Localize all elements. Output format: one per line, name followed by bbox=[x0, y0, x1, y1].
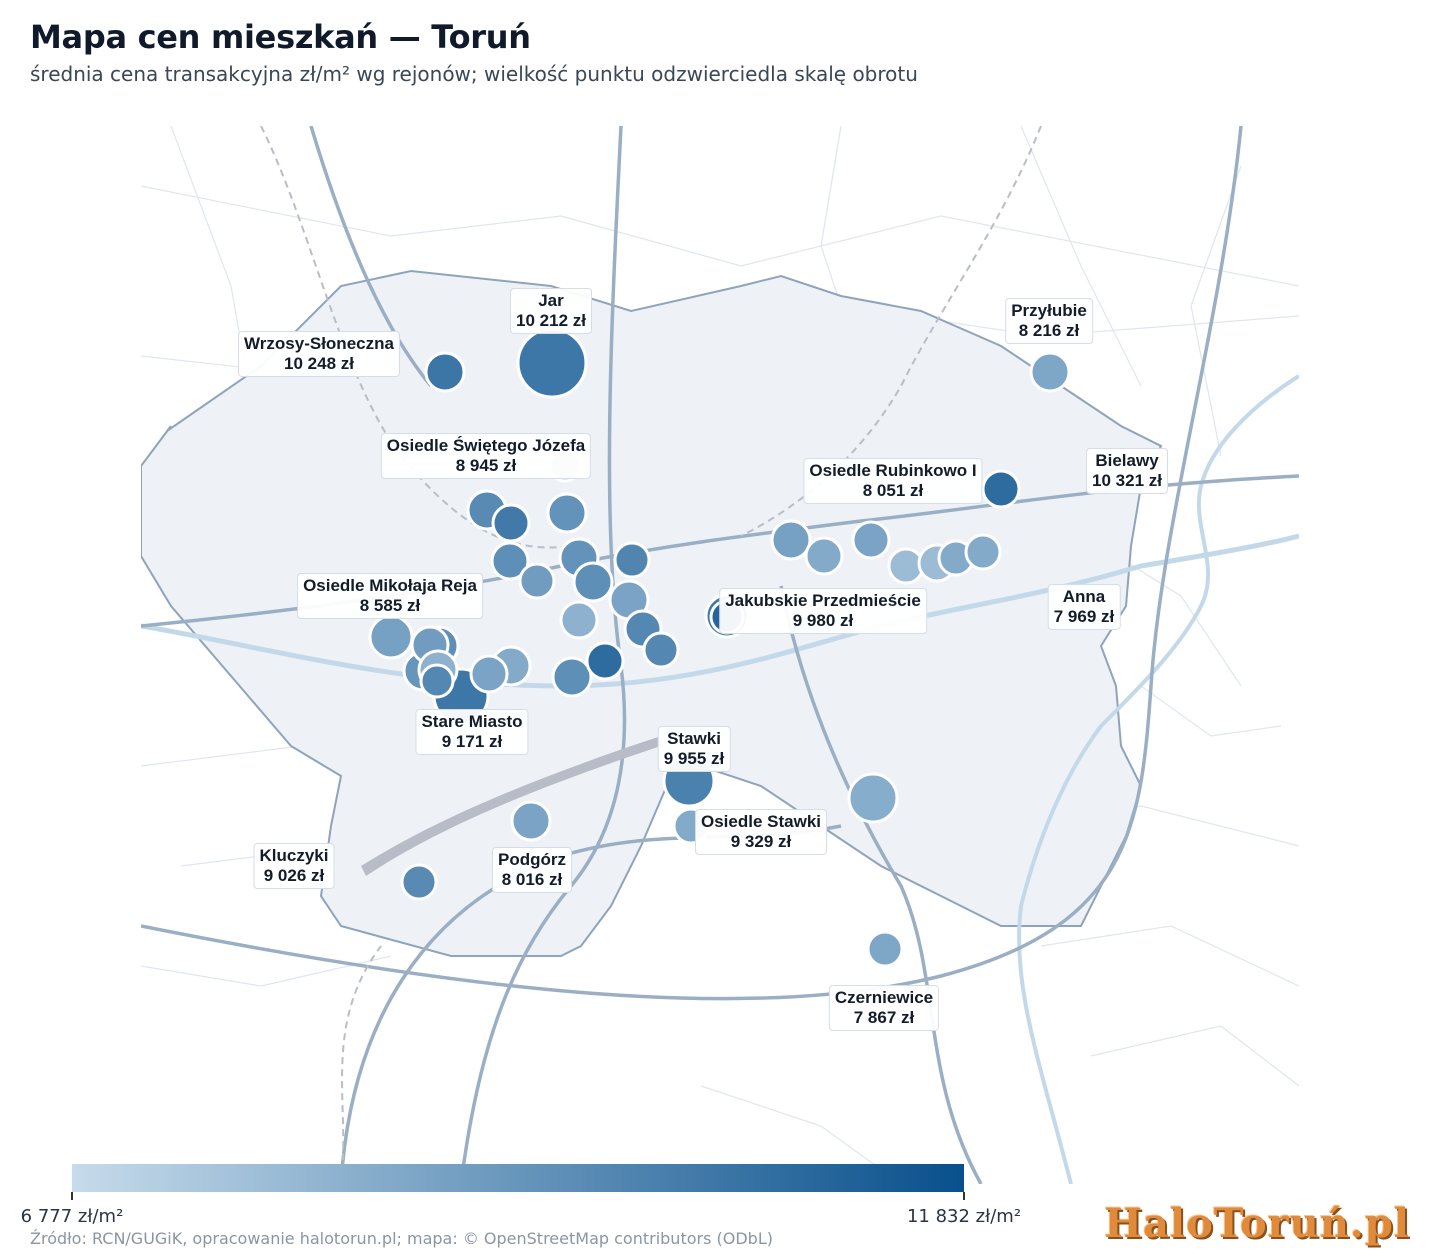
district-price: 9 171 zł bbox=[441, 732, 503, 751]
district-name: Wrzosy-Słoneczna bbox=[244, 334, 394, 353]
district-label: Osiedle Mikołaja Reja 8 585 zł bbox=[297, 573, 483, 619]
district-label: Stawki 9 955 zł bbox=[657, 726, 731, 772]
price-bubble[interactable] bbox=[518, 562, 556, 600]
price-bubble[interactable] bbox=[981, 469, 1021, 509]
district-price: 8 216 zł bbox=[1018, 321, 1080, 340]
price-bubble[interactable] bbox=[419, 663, 455, 699]
map-title: Mapa cen mieszkań — Toruń bbox=[30, 18, 531, 56]
district-price: 10 248 zł bbox=[284, 354, 354, 373]
drweca-river bbox=[1017, 374, 1299, 1184]
scale-min-label: 6 777 zł/m² bbox=[20, 1206, 124, 1227]
district-label: Kluczyki 9 026 zł bbox=[253, 843, 335, 889]
district-name: Osiedle Świętego Józefa bbox=[386, 436, 586, 455]
price-bubble[interactable] bbox=[847, 772, 899, 824]
price-bubble[interactable] bbox=[866, 930, 904, 968]
district-price: 10 212 zł bbox=[516, 311, 586, 330]
district-label: Stare Miasto 9 171 zł bbox=[415, 709, 529, 755]
district-label: Osiedle Stawki 9 329 zł bbox=[695, 809, 827, 855]
district-price: 7 969 zł bbox=[1053, 607, 1115, 626]
city-map[interactable]: Jar 10 212 zł Wrzosy-Słoneczna 10 248 zł Prz… bbox=[141, 126, 1299, 1184]
price-bubble[interactable] bbox=[1029, 351, 1071, 393]
scale-max-label: 11 832 zł/m² bbox=[906, 1206, 1022, 1227]
district-name: Przyłubie bbox=[1011, 301, 1087, 320]
district-name: Osiedle Rubinkowo I bbox=[809, 461, 977, 480]
district-name: Stare Miasto bbox=[421, 712, 523, 731]
map-subtitle: średnia cena transakcyjna zł/m² wg rejon… bbox=[30, 62, 918, 86]
district-name: Czerniewice bbox=[834, 988, 934, 1007]
price-bubble[interactable] bbox=[469, 654, 509, 694]
scale-tick-max bbox=[963, 1192, 965, 1200]
district-label: Jakubskie Przedmieście 9 980 zł bbox=[719, 588, 927, 634]
price-bubble[interactable] bbox=[400, 863, 438, 901]
scale-tick-min bbox=[71, 1192, 73, 1200]
district-price: 9 980 zł bbox=[792, 611, 854, 630]
price-bubble[interactable] bbox=[613, 541, 651, 579]
district-label: Czerniewice 7 867 zł bbox=[828, 985, 940, 1031]
district-name: Osiedle Stawki bbox=[701, 812, 821, 831]
district-name: Jar bbox=[538, 291, 564, 310]
color-scale-bar bbox=[72, 1164, 964, 1192]
price-bubble[interactable] bbox=[804, 536, 844, 576]
district-label: Wrzosy-Słoneczna 10 248 zł bbox=[238, 331, 400, 377]
district-price: 10 321 zł bbox=[1092, 471, 1162, 490]
district-name: Stawki bbox=[667, 729, 721, 748]
price-bubble[interactable] bbox=[546, 492, 588, 534]
district-label: Przyłubie 8 216 zł bbox=[1005, 298, 1093, 344]
price-bubble[interactable] bbox=[551, 656, 593, 698]
district-price: 8 585 zł bbox=[359, 596, 421, 615]
district-label: Osiedle Świętego Józefa 8 945 zł bbox=[380, 433, 592, 479]
halotorun-logo: HaloToruń.pl bbox=[1104, 1200, 1410, 1247]
price-bubble[interactable] bbox=[559, 600, 599, 640]
price-bubble[interactable] bbox=[368, 614, 414, 660]
district-name: Anna bbox=[1062, 587, 1106, 606]
price-bubble[interactable] bbox=[516, 327, 588, 399]
vistula-river bbox=[141, 533, 1299, 689]
district-label: Podgórz 8 016 zł bbox=[492, 847, 572, 893]
district-price: 8 016 zł bbox=[501, 870, 563, 889]
district-price: 9 329 zł bbox=[730, 832, 792, 851]
price-bubble[interactable] bbox=[770, 519, 812, 561]
price-bubble[interactable] bbox=[490, 541, 530, 581]
district-price: 9 955 zł bbox=[663, 749, 725, 768]
rail-yard bbox=[361, 736, 661, 876]
district-label: Bielawy 10 321 zł bbox=[1086, 448, 1168, 494]
district-name: Kluczyki bbox=[259, 846, 329, 865]
district-price: 8 051 zł bbox=[862, 481, 924, 500]
price-bubble[interactable] bbox=[585, 641, 625, 681]
district-price: 7 867 zł bbox=[853, 1008, 915, 1027]
district-name: Jakubskie Przedmieście bbox=[725, 591, 921, 610]
district-name: Podgórz bbox=[498, 850, 566, 869]
price-bubble[interactable] bbox=[964, 533, 1002, 571]
price-bubble[interactable] bbox=[851, 520, 891, 560]
district-label: Jar 10 212 zł bbox=[510, 288, 592, 334]
price-bubble[interactable] bbox=[642, 631, 680, 669]
source-note: Źródło: RCN/GUGiK, opracowanie halotorun… bbox=[30, 1229, 773, 1248]
district-price: 8 945 zł bbox=[455, 456, 517, 475]
district-name: Osiedle Mikołaja Reja bbox=[303, 576, 477, 595]
price-bubble[interactable] bbox=[572, 561, 614, 603]
price-bubble[interactable] bbox=[510, 800, 552, 842]
district-price: 9 026 zł bbox=[263, 866, 325, 885]
price-bubble[interactable] bbox=[424, 351, 466, 393]
basemap bbox=[141, 126, 1299, 1184]
district-label: Anna 7 969 zł bbox=[1047, 584, 1121, 630]
price-bubble[interactable] bbox=[491, 503, 531, 543]
district-name: Bielawy bbox=[1095, 451, 1159, 470]
